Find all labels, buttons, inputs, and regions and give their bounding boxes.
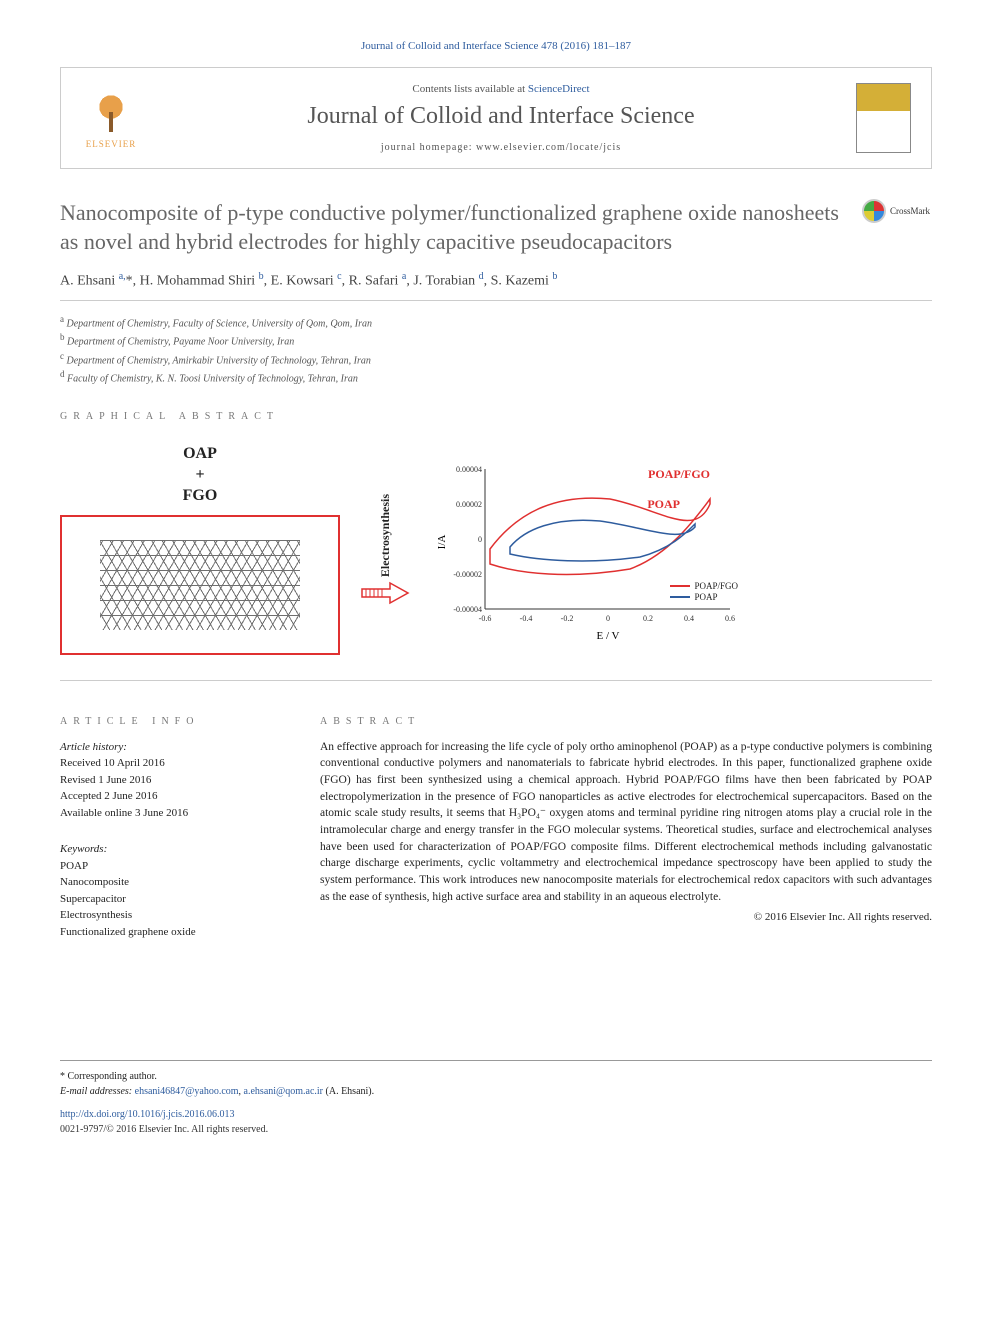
contents-prefix: Contents lists available at: [412, 83, 527, 95]
elsevier-tree-icon: [86, 87, 136, 137]
graphical-abstract: OAP + FGO Electrosynthesis 0.00004 0.000…: [60, 434, 932, 680]
chemical-structure-box: [60, 515, 340, 655]
sciencedirect-link[interactable]: ScienceDirect: [528, 83, 590, 95]
citation-header: Journal of Colloid and Interface Science…: [60, 40, 932, 52]
xlabel: E / V: [596, 630, 619, 642]
xtick-1: -0.4: [520, 614, 533, 623]
doi-link[interactable]: http://dx.doi.org/10.1016/j.jcis.2016.06…: [60, 1109, 235, 1120]
article-history: Article history: Received 10 April 2016R…: [60, 739, 280, 822]
history-line: Available online 3 June 2016: [60, 805, 280, 822]
legend-line-1: [670, 585, 690, 587]
xtick-4: 0.2: [643, 614, 653, 623]
email-link-2[interactable]: a.ehsani@qom.ac.ir: [244, 1086, 323, 1097]
ga-label-fgo: FGO: [60, 486, 340, 507]
keyword-line: Supercapacitor: [60, 891, 280, 908]
abstract-heading: ABSTRACT: [320, 716, 932, 727]
legend-label-1: POAP/FGO: [694, 581, 738, 591]
keyword-line: Electrosynthesis: [60, 907, 280, 924]
history-line: Accepted 2 June 2016: [60, 788, 280, 805]
abstract-copyright: © 2016 Elsevier Inc. All rights reserved…: [320, 911, 932, 923]
cv-curve-poap: [510, 521, 695, 562]
affiliation-line: b Department of Chemistry, Payame Noor U…: [60, 331, 932, 349]
homepage-prefix: journal homepage:: [381, 142, 476, 153]
history-line: Revised 1 June 2016: [60, 772, 280, 789]
issn-copyright: 0021-9797/© 2016 Elsevier Inc. All right…: [60, 1122, 932, 1137]
email-person: (A. Ehsani).: [323, 1086, 374, 1097]
footer: * Corresponding author. E-mail addresses…: [60, 1060, 932, 1137]
crossmark-badge[interactable]: CrossMark: [862, 199, 932, 223]
homepage-line: journal homepage: www.elsevier.com/locat…: [161, 142, 841, 153]
corresponding-author: * Corresponding author.: [60, 1069, 932, 1084]
journal-cover-thumbnail: [856, 83, 911, 153]
xtick-3: 0: [606, 614, 610, 623]
chart-annot-poap-fgo: POAP/FGO: [648, 467, 710, 482]
cv-chart: 0.00004 0.00002 0 -0.00002 -0.00004 -0.6…: [430, 449, 750, 649]
ytick-1: -0.00002: [453, 570, 482, 579]
article-info-heading: ARTICLE INFO: [60, 716, 280, 727]
affiliation-line: d Faculty of Chemistry, K. N. Toosi Univ…: [60, 368, 932, 386]
xtick-2: -0.2: [561, 614, 574, 623]
ylabel: I/A: [436, 535, 448, 550]
email-label: E-mail addresses:: [60, 1086, 135, 1097]
ytick-3: 0.00002: [456, 500, 482, 509]
chart-annot-poap: POAP: [647, 497, 680, 512]
ytick-4: 0.00004: [456, 465, 482, 474]
xtick-0: -0.6: [479, 614, 492, 623]
abstract-text: An effective approach for increasing the…: [320, 739, 932, 906]
affiliation-line: c Department of Chemistry, Amirkabir Uni…: [60, 350, 932, 368]
keyword-line: Nanocomposite: [60, 874, 280, 891]
crossmark-label: CrossMark: [890, 206, 930, 216]
xtick-5: 0.4: [684, 614, 694, 623]
keyword-line: POAP: [60, 858, 280, 875]
keywords-block: Keywords: POAPNanocompositeSupercapacito…: [60, 841, 280, 940]
email-link-1[interactable]: ehsani46847@yahoo.com: [135, 1086, 239, 1097]
graphical-abstract-heading: GRAPHICAL ABSTRACT: [60, 411, 932, 422]
crossmark-icon: [862, 199, 886, 223]
ga-arrow-panel: Electrosynthesis: [360, 494, 410, 605]
history-line: Received 10 April 2016: [60, 755, 280, 772]
ytick-0: -0.00004: [453, 605, 482, 614]
keywords-label: Keywords:: [60, 841, 280, 858]
arrow-right-icon: [360, 581, 410, 605]
xtick-6: 0.6: [725, 614, 735, 623]
journal-header-box: ELSEVIER Contents lists available at Sci…: [60, 67, 932, 169]
contents-available: Contents lists available at ScienceDirec…: [161, 83, 841, 95]
chart-legend: POAP/FGO POAP: [670, 580, 738, 603]
email-line: E-mail addresses: ehsani46847@yahoo.com,…: [60, 1084, 932, 1099]
journal-name: Journal of Colloid and Interface Science: [161, 103, 841, 130]
elsevier-label: ELSEVIER: [86, 139, 137, 149]
history-label: Article history:: [60, 739, 280, 756]
ytick-2: 0: [478, 535, 482, 544]
affiliation-line: a Department of Chemistry, Faculty of Sc…: [60, 313, 932, 331]
ga-structure-panel: OAP + FGO: [60, 444, 340, 654]
author-list: A. Ehsani a,*, H. Mohammad Shiri b, E. K…: [60, 271, 932, 301]
keyword-line: Functionalized graphene oxide: [60, 924, 280, 941]
graphene-lattice-icon: [100, 540, 300, 630]
legend-line-2: [670, 596, 690, 598]
affiliations: a Department of Chemistry, Faculty of Sc…: [60, 313, 932, 386]
legend-label-2: POAP: [694, 592, 717, 602]
ga-label-plus: +: [60, 465, 340, 486]
homepage-url[interactable]: www.elsevier.com/locate/jcis: [476, 142, 621, 153]
elsevier-logo: ELSEVIER: [81, 83, 141, 153]
ga-label-oap: OAP: [60, 444, 340, 465]
electrosynthesis-label: Electrosynthesis: [378, 494, 393, 577]
article-title: Nanocomposite of p-type conductive polym…: [60, 199, 842, 256]
